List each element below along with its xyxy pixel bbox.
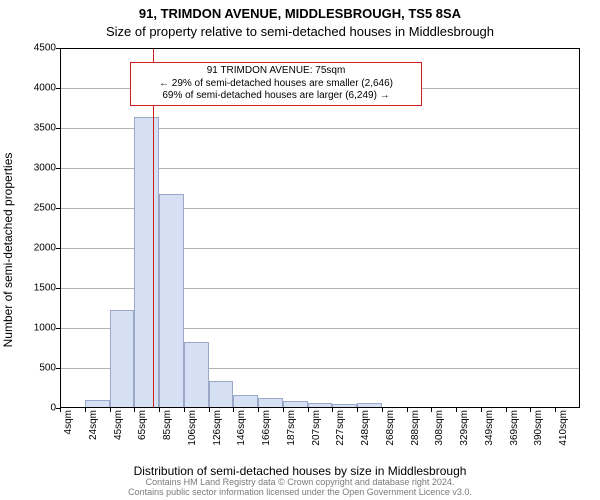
annotation-line1: 91 TRIMDON AVENUE: 75sqm bbox=[135, 65, 417, 78]
footer-attribution: Contains HM Land Registry data © Crown c… bbox=[0, 478, 600, 498]
xtick-mark bbox=[209, 408, 210, 412]
ytick-label: 4000 bbox=[34, 83, 60, 94]
xtick-mark bbox=[506, 408, 507, 412]
ytick-label: 2500 bbox=[34, 203, 60, 214]
xtick-label: 410sqm bbox=[558, 408, 569, 446]
xtick-label: 146sqm bbox=[236, 408, 247, 446]
footer-line2: Contains public sector information licen… bbox=[128, 487, 472, 497]
ytick-label: 3500 bbox=[34, 123, 60, 134]
chart-container: 91, TRIMDON AVENUE, MIDDLESBROUGH, TS5 8… bbox=[0, 0, 600, 500]
xtick-mark bbox=[382, 408, 383, 412]
xtick-mark bbox=[258, 408, 259, 412]
xtick-mark bbox=[85, 408, 86, 412]
xtick-label: 65sqm bbox=[137, 408, 148, 440]
ytick-label: 500 bbox=[39, 363, 60, 374]
plot-area: 0500100015002000250030003500400045004sqm… bbox=[60, 48, 580, 408]
xtick-mark bbox=[407, 408, 408, 412]
xtick-label: 227sqm bbox=[335, 408, 346, 446]
xtick-mark bbox=[60, 408, 61, 412]
xtick-label: 45sqm bbox=[113, 408, 124, 440]
ytick-label: 1500 bbox=[34, 283, 60, 294]
histogram-bar bbox=[85, 400, 110, 408]
xtick-mark bbox=[283, 408, 284, 412]
xtick-label: 390sqm bbox=[533, 408, 544, 446]
xtick-label: 126sqm bbox=[212, 408, 223, 446]
histogram-bar bbox=[184, 342, 209, 408]
histogram-bar bbox=[110, 310, 135, 408]
x-axis-label: Distribution of semi-detached houses by … bbox=[0, 464, 600, 478]
xtick-mark bbox=[233, 408, 234, 412]
xtick-label: 187sqm bbox=[286, 408, 297, 446]
ytick-label: 1000 bbox=[34, 323, 60, 334]
xtick-mark bbox=[159, 408, 160, 412]
xtick-mark bbox=[110, 408, 111, 412]
xtick-label: 268sqm bbox=[385, 408, 396, 446]
histogram-bar bbox=[283, 401, 308, 408]
xtick-mark bbox=[555, 408, 556, 412]
histogram-bar bbox=[258, 398, 283, 408]
xtick-mark bbox=[134, 408, 135, 412]
annotation-line3: 69% of semi-detached houses are larger (… bbox=[135, 90, 417, 103]
xtick-label: 207sqm bbox=[311, 408, 322, 446]
ytick-label: 0 bbox=[50, 403, 60, 414]
xtick-label: 369sqm bbox=[509, 408, 520, 446]
xtick-label: 329sqm bbox=[459, 408, 470, 446]
xtick-label: 85sqm bbox=[162, 408, 173, 440]
footer-line1: Contains HM Land Registry data © Crown c… bbox=[146, 477, 455, 487]
xtick-mark bbox=[431, 408, 432, 412]
annotation-line2: ← 29% of semi-detached houses are smalle… bbox=[135, 78, 417, 91]
xtick-mark bbox=[308, 408, 309, 412]
xtick-label: 4sqm bbox=[63, 408, 74, 434]
xtick-mark bbox=[357, 408, 358, 412]
xtick-label: 248sqm bbox=[360, 408, 371, 446]
xtick-label: 288sqm bbox=[410, 408, 421, 446]
xtick-label: 308sqm bbox=[434, 408, 445, 446]
chart-title-line2: Size of property relative to semi-detach… bbox=[0, 24, 600, 39]
histogram-bar bbox=[233, 395, 258, 408]
annotation-box: 91 TRIMDON AVENUE: 75sqm← 29% of semi-de… bbox=[130, 62, 422, 106]
xtick-mark bbox=[332, 408, 333, 412]
histogram-bar bbox=[159, 194, 184, 408]
y-axis-label: Number of semi-detached properties bbox=[1, 153, 15, 348]
xtick-label: 166sqm bbox=[261, 408, 272, 446]
ytick-label: 2000 bbox=[34, 243, 60, 254]
xtick-label: 24sqm bbox=[88, 408, 99, 440]
ytick-label: 3000 bbox=[34, 163, 60, 174]
chart-title-line1: 91, TRIMDON AVENUE, MIDDLESBROUGH, TS5 8… bbox=[0, 6, 600, 21]
histogram-bar bbox=[134, 117, 159, 408]
xtick-mark bbox=[481, 408, 482, 412]
histogram-bar bbox=[209, 381, 234, 408]
xtick-mark bbox=[456, 408, 457, 412]
xtick-label: 106sqm bbox=[187, 408, 198, 446]
ytick-label: 4500 bbox=[34, 43, 60, 54]
xtick-mark bbox=[184, 408, 185, 412]
xtick-mark bbox=[530, 408, 531, 412]
xtick-label: 349sqm bbox=[484, 408, 495, 446]
